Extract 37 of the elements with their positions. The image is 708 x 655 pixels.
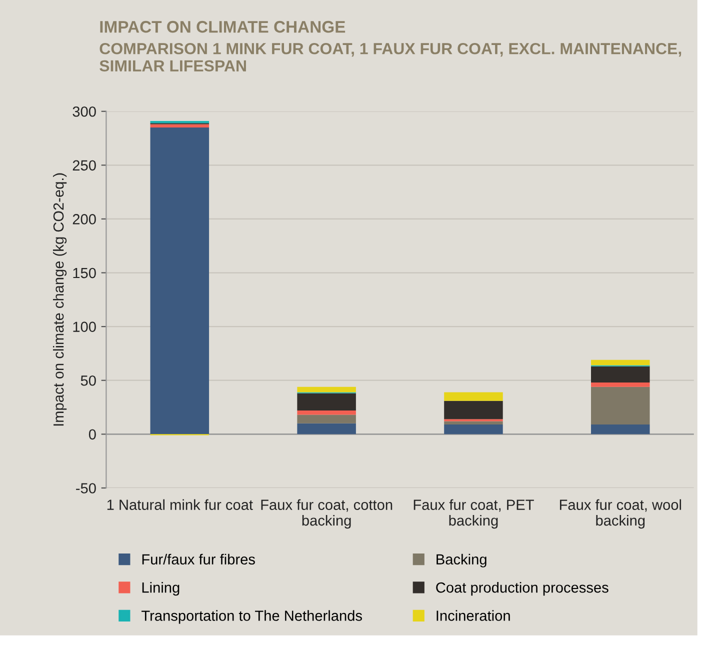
legend-label: Fur/faux fur fibres xyxy=(142,554,255,565)
bar xyxy=(297,393,356,410)
y-tick-label: -50 xyxy=(76,483,96,494)
bar xyxy=(444,400,503,420)
legend-label: Incineration xyxy=(436,610,510,621)
legend-label: Lining xyxy=(142,582,180,596)
y-tick-label: 50 xyxy=(80,375,96,386)
bar xyxy=(297,423,356,434)
y-tick-label: 100 xyxy=(73,322,96,332)
legend-label: Backing xyxy=(436,554,486,568)
bar xyxy=(591,386,650,424)
x-tick-label: Faux fur coat, PET backing xyxy=(414,499,534,529)
bar xyxy=(591,366,650,383)
bar xyxy=(297,386,356,392)
legend-label: Transportation to The Netherlands xyxy=(142,610,362,624)
chart-subtitle: COMPARISON 1 MINK FUR COAT, 1 FAUX FUR COAT, EXCL. MAINTENANCE, SIMILAR LIFESPAN xyxy=(100,42,682,72)
bar xyxy=(297,414,356,424)
y-tick-label: 150 xyxy=(73,268,96,278)
chart-title: IMPACT ON CLIMATE CHANGE xyxy=(100,20,346,33)
bar xyxy=(444,392,503,401)
legend-label: Coat production processes xyxy=(436,582,608,596)
y-tick-label: 200 xyxy=(72,214,96,224)
y-tick-label: 0 xyxy=(88,429,96,440)
bar xyxy=(444,421,503,424)
y-axis-title: Impact on climate change (kg CO2-eq.) xyxy=(53,173,67,426)
x-tick-label: Faux fur coat, cotton backing xyxy=(261,499,392,529)
bar xyxy=(444,424,503,434)
bar xyxy=(150,127,210,434)
x-tick-label: 1 Natural mink fur coat xyxy=(107,499,253,510)
x-tick-label: Faux fur coat, wool backing xyxy=(560,499,682,529)
y-tick-label: 250 xyxy=(72,160,96,171)
bar xyxy=(591,382,650,387)
bar xyxy=(591,424,650,434)
bar xyxy=(150,124,210,128)
bar xyxy=(297,410,356,415)
y-tick-label: 300 xyxy=(72,106,96,117)
bar xyxy=(591,360,650,366)
